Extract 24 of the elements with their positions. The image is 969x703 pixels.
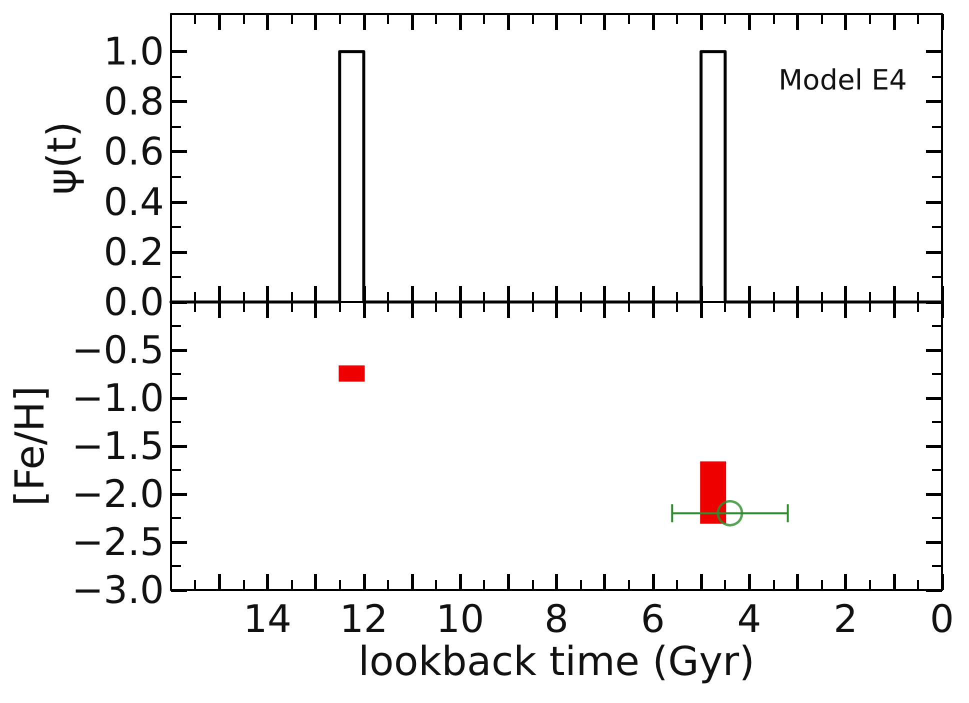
x-tick-label: 10 <box>436 597 484 641</box>
y-tick-label: 0.0 <box>104 280 164 324</box>
x-tick-label: 6 <box>640 597 665 641</box>
y-tick-label: −2.5 <box>72 520 164 564</box>
x-tick-label: 0 <box>930 597 954 641</box>
x-axis-title: lookback time (Gyr) <box>358 639 755 685</box>
y-tick-label: −1.0 <box>72 376 164 420</box>
x-tick-label: 4 <box>737 597 762 641</box>
y-tick-label: 1.0 <box>104 30 164 74</box>
annotation: Model E4 <box>778 64 908 96</box>
y-tick-label: −0.5 <box>72 328 164 372</box>
y-axis-title: [Fe/H] <box>8 386 54 506</box>
y-tick-label: 0.8 <box>104 80 164 124</box>
y-tick-label: 0.6 <box>104 130 164 174</box>
y-tick-label: −2.0 <box>72 472 164 516</box>
y-axis-title: ψ(t) <box>40 121 86 195</box>
y-tick-label: −3.0 <box>72 568 164 612</box>
y-tick-label: −1.5 <box>72 424 164 468</box>
x-tick-label: 2 <box>834 597 858 641</box>
x-tick-label: 12 <box>340 597 388 641</box>
x-tick-label: 14 <box>243 597 292 641</box>
x-tick-label: 8 <box>544 597 569 641</box>
y-tick-label: 0.4 <box>104 180 164 224</box>
y-tick-label: 0.2 <box>104 230 164 274</box>
